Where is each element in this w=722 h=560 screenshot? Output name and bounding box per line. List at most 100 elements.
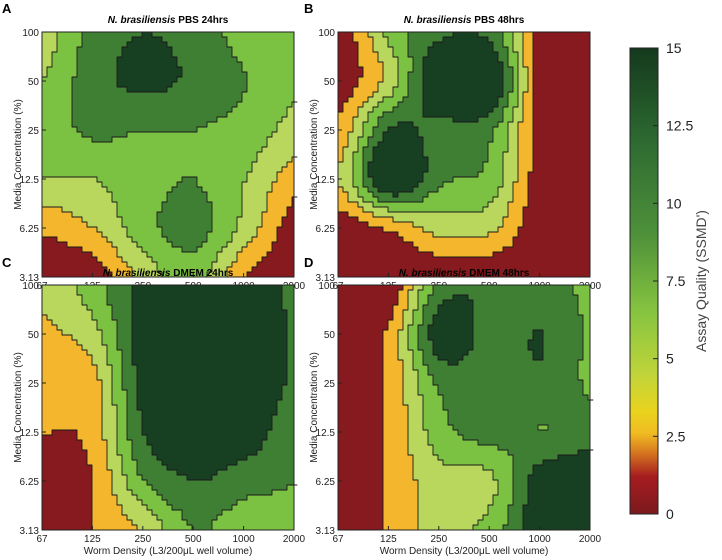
contour-cell xyxy=(553,92,559,98)
contour-cell xyxy=(498,97,504,103)
contour-cell xyxy=(343,87,349,93)
contour-cell xyxy=(518,57,524,63)
contour-cell xyxy=(57,137,63,143)
contour-cell xyxy=(548,192,554,198)
contour-cell xyxy=(528,177,534,183)
contour-cell xyxy=(368,47,374,53)
contour-cell xyxy=(463,67,469,73)
contour-cell xyxy=(343,252,349,258)
contour-cell xyxy=(358,87,364,93)
contour-cell xyxy=(177,202,183,208)
contour-cell xyxy=(262,257,268,263)
contour-cell xyxy=(272,262,278,268)
contour-cell xyxy=(358,42,364,48)
contour-cell xyxy=(408,222,414,228)
contour-cell xyxy=(423,137,429,143)
contour-cell xyxy=(137,77,143,83)
contour-cell xyxy=(408,117,414,123)
contour-cell xyxy=(167,252,173,258)
contour-cell xyxy=(458,72,464,78)
contour-cell xyxy=(363,37,369,43)
contour-cell xyxy=(287,52,293,58)
contour-cell xyxy=(132,242,138,248)
contour-cell xyxy=(217,132,223,138)
contour-cell xyxy=(262,272,268,277)
contour-cell xyxy=(358,97,364,103)
contour-cell xyxy=(438,162,444,168)
contour-cell xyxy=(483,172,489,178)
contour-cell xyxy=(172,82,178,88)
contour-cell xyxy=(172,92,178,98)
contour-cell xyxy=(568,87,574,93)
contour-cell xyxy=(568,137,574,143)
contour-cell xyxy=(197,37,203,43)
contour-cell xyxy=(212,262,218,268)
contour-cell xyxy=(568,262,574,268)
contour-cell xyxy=(483,137,489,143)
contour-cell xyxy=(538,172,544,178)
contour-cell xyxy=(463,182,469,188)
contour-cell xyxy=(97,47,103,53)
contour-cell xyxy=(458,167,464,173)
contour-cell xyxy=(282,47,288,53)
contour-cell xyxy=(87,57,93,63)
contour-cell xyxy=(77,227,83,233)
contour-cell xyxy=(287,162,293,168)
contour-cell xyxy=(162,92,168,98)
contour-cell xyxy=(473,137,479,143)
contour-cell xyxy=(533,57,539,63)
contour-cell xyxy=(87,252,93,258)
contour-cell xyxy=(52,47,58,53)
contour-cell xyxy=(192,62,198,68)
contour-cell xyxy=(272,172,278,178)
contour-cell xyxy=(277,177,283,183)
contour-cell xyxy=(72,177,78,183)
contour-cell xyxy=(523,217,529,223)
contour-cell xyxy=(127,52,133,58)
contour-cell xyxy=(433,142,439,148)
contour-cell xyxy=(508,117,514,123)
contour-cell xyxy=(553,87,559,93)
contour-cell xyxy=(588,237,590,243)
contour-cell xyxy=(458,192,464,198)
contour-cell xyxy=(578,247,584,253)
contour-cell xyxy=(42,202,48,208)
contour-cell xyxy=(363,197,369,203)
contour-cell xyxy=(383,122,389,128)
contour-cell xyxy=(112,157,118,163)
contour-cell xyxy=(553,212,559,218)
contour-cell xyxy=(428,252,434,258)
contour-cell xyxy=(82,267,88,273)
contour-cell xyxy=(162,52,168,58)
contour-cell xyxy=(242,137,248,143)
contour-cell xyxy=(137,177,143,183)
contour-cell xyxy=(82,137,88,143)
contour-cell xyxy=(363,62,369,68)
contour-cell xyxy=(122,37,128,43)
contour-cell xyxy=(463,57,469,63)
contour-cell xyxy=(473,167,479,173)
contour-cell xyxy=(152,102,158,108)
contour-cell xyxy=(513,267,519,273)
contour-cell xyxy=(548,87,554,93)
contour-cell xyxy=(202,177,208,183)
contour-cell xyxy=(232,202,238,208)
contour-cell xyxy=(408,77,414,83)
contour-cell xyxy=(232,262,238,268)
contour-cell xyxy=(448,172,454,178)
contour-cell xyxy=(513,92,519,98)
contour-cell xyxy=(147,187,153,193)
contour-cell xyxy=(102,187,108,193)
contour-cell xyxy=(172,167,178,173)
contour-cell xyxy=(197,222,203,228)
contour-cell xyxy=(107,107,113,113)
contour-cell xyxy=(107,52,113,58)
contour-cell xyxy=(368,92,374,98)
contour-cell xyxy=(348,212,354,218)
contour-cell xyxy=(478,32,484,38)
contour-cell xyxy=(222,87,228,93)
contour-cell xyxy=(267,37,273,43)
contour-cell xyxy=(348,222,354,228)
contour-cell xyxy=(207,112,213,118)
contour-cell xyxy=(117,107,123,113)
